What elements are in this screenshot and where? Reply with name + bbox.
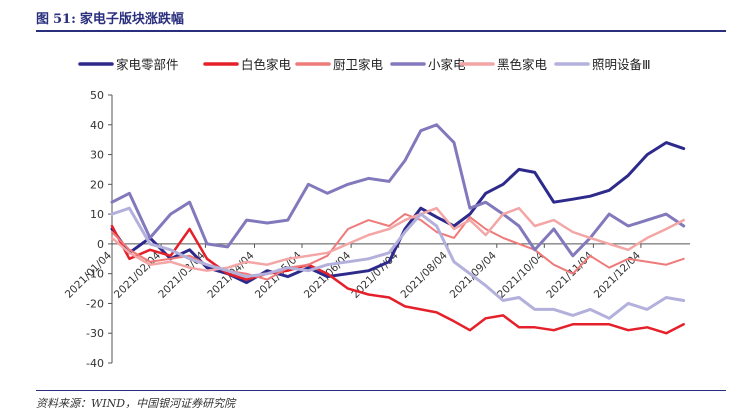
x-tick-label: 2021/10/04 — [495, 249, 547, 301]
legend-label-5: 黑色家电 — [497, 57, 548, 72]
source-rule — [36, 390, 726, 391]
y-tick-label: -10 — [86, 268, 104, 281]
x-tick-label: 2021/08/04 — [399, 249, 451, 301]
legend-label-4: 小家电 — [428, 57, 466, 72]
series-line-5 — [110, 206, 685, 272]
y-tick-label: 20 — [90, 178, 104, 191]
series-line-2 — [110, 224, 685, 335]
legend-label-6: 照明设备Ⅲ — [592, 57, 651, 72]
y-tick-label: -40 — [86, 357, 104, 370]
series-line-1 — [110, 141, 686, 285]
x-tick-label: 2021/12/04 — [592, 249, 644, 301]
y-tick-label: -30 — [86, 327, 104, 340]
y-tick-label: 0 — [97, 238, 104, 251]
figure-title-text: 家电子版块涨跌幅 — [79, 12, 184, 27]
legend-label-1: 家电零部件 — [116, 57, 179, 72]
legend-label-2: 白色家电 — [241, 57, 292, 72]
series-line-4 — [110, 123, 686, 258]
y-tick-label: 50 — [90, 89, 104, 102]
figure-title: 图 51: 家电子版块涨跌幅 — [36, 8, 184, 27]
source-note: 资料来源：WIND，中国银河证券研究院 — [36, 397, 236, 410]
y-tick-label: -20 — [86, 297, 104, 310]
y-tick-label: 40 — [90, 119, 104, 132]
x-tick-label: 2021/01/04 — [63, 249, 115, 301]
legend-label-3: 厨卫家电 — [333, 57, 384, 72]
y-tick-label: 30 — [90, 149, 104, 162]
figure-number: 51: — [53, 12, 76, 27]
title-rule — [36, 30, 726, 32]
series-line-6 — [110, 206, 686, 320]
y-tick-label: 10 — [90, 208, 104, 221]
figure-label: 图 — [36, 12, 50, 27]
